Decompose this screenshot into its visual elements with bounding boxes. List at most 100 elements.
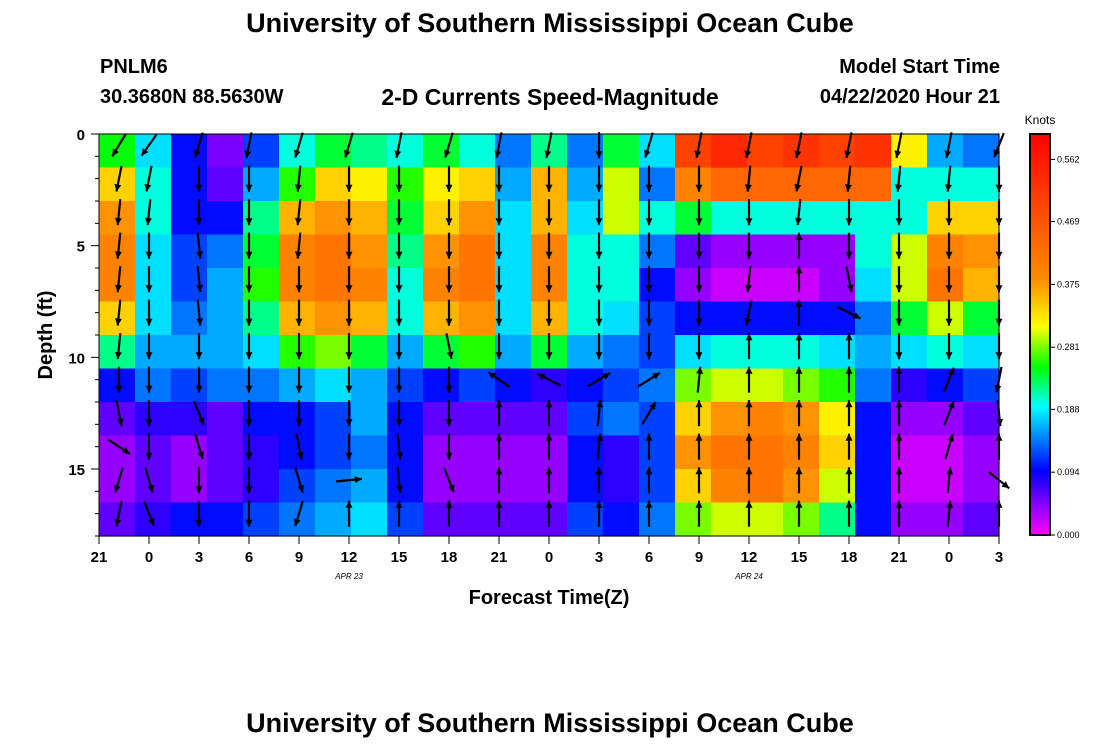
heatmap-cell	[387, 368, 424, 403]
current-vector-head	[396, 452, 404, 460]
x-tick-label: 3	[995, 549, 1003, 566]
heatmap-cell	[603, 301, 640, 336]
current-vector-head	[545, 400, 553, 408]
heatmap-cell	[279, 335, 316, 370]
heatmap-cell	[855, 268, 892, 303]
x-tick-label: 0	[545, 549, 553, 566]
heatmap-cell	[495, 167, 532, 202]
heatmap-cell	[171, 502, 208, 537]
current-vector-head	[495, 467, 503, 475]
current-vector-head	[448, 484, 455, 493]
heatmap-cell	[459, 402, 496, 437]
heatmap-cell	[495, 201, 532, 236]
heatmap-cell	[963, 368, 1000, 403]
current-vector-head	[745, 433, 753, 441]
heatmap-cell	[171, 167, 208, 202]
current-vector-head	[114, 183, 122, 192]
heatmap-cell	[819, 234, 856, 269]
chart-title: University of Southern Mississippi Ocean…	[246, 8, 854, 38]
heatmap-cell	[207, 167, 244, 202]
heatmap-cell	[135, 268, 172, 303]
current-vector-head	[645, 352, 653, 360]
current-vector-head	[495, 218, 503, 226]
heatmap-cell	[855, 435, 892, 470]
current-vector-head	[345, 251, 353, 259]
current-vector-head	[545, 352, 553, 360]
heatmap-cell	[675, 368, 712, 403]
colorbar-tick-label: 0.188	[1057, 404, 1080, 414]
current-vector-head	[595, 500, 603, 508]
current-vector-head	[295, 318, 303, 326]
heatmap-cell	[747, 268, 784, 303]
current-vector-head	[595, 251, 603, 259]
current-vector-head	[948, 401, 955, 409]
heatmap-cell	[747, 234, 784, 269]
heatmap-cell	[315, 402, 352, 437]
current-vector-head	[245, 452, 253, 460]
heatmap-cell	[711, 502, 748, 537]
heatmap-cell	[351, 368, 388, 403]
current-vector-head	[495, 352, 503, 360]
current-vector-head	[495, 433, 503, 441]
heatmap-cell	[711, 134, 748, 169]
current-vector-head	[845, 433, 853, 441]
current-vector-head	[945, 352, 953, 360]
heatmap-cell	[423, 268, 460, 303]
heatmap-cell	[423, 502, 460, 537]
current-vector-head	[394, 150, 402, 158]
y-axis: 0 5 10 15	[68, 127, 100, 537]
current-vector-head	[245, 318, 253, 326]
heatmap-cell	[387, 201, 424, 236]
colorbar-tick-label: 0.375	[1057, 279, 1080, 289]
x-tick-label: 6	[645, 549, 653, 566]
current-vector-head	[445, 385, 453, 393]
current-vector-head	[895, 218, 903, 226]
heatmap-cell	[207, 335, 244, 370]
current-vector-head	[595, 285, 603, 293]
heatmap-cell	[855, 402, 892, 437]
current-vector-head	[114, 518, 122, 527]
current-vector-head	[443, 149, 451, 158]
heatmap-cell	[675, 134, 712, 169]
heatmap-cell	[747, 469, 784, 504]
current-vector-head	[596, 400, 604, 408]
heatmap-cell	[459, 335, 496, 370]
heatmap-cell	[567, 167, 604, 202]
current-vector-head	[745, 500, 753, 508]
current-vector-head	[294, 184, 302, 192]
current-vector-head	[245, 352, 253, 360]
heatmap-cell	[459, 502, 496, 537]
heatmap-cell	[351, 234, 388, 269]
current-vector-head	[145, 419, 153, 427]
heatmap-cell	[351, 301, 388, 336]
current-vector-head	[945, 318, 953, 326]
y-axis-label: Depth (ft)	[35, 291, 57, 380]
current-vector-head	[645, 500, 653, 508]
current-vector-head	[645, 433, 653, 441]
current-vector-head	[244, 150, 252, 158]
current-vector-head	[115, 385, 123, 393]
heatmap-cell	[927, 502, 964, 537]
current-vector-head	[345, 318, 353, 326]
current-vector-head	[645, 218, 653, 226]
current-vector-head	[695, 218, 703, 226]
current-vector-head	[395, 500, 403, 508]
current-vector-head	[695, 251, 703, 259]
current-vector-head	[545, 285, 553, 293]
heatmap-cell	[603, 268, 640, 303]
heatmap-cell	[315, 201, 352, 236]
heatmap-cell	[99, 368, 136, 403]
x-tick-label: 15	[791, 549, 808, 566]
heatmap-cell	[639, 268, 676, 303]
current-vector-head	[445, 251, 453, 259]
current-vector-head	[114, 284, 122, 293]
x-tick-label: 0	[945, 549, 953, 566]
heatmap-cell	[207, 301, 244, 336]
heatmap-cell	[891, 268, 928, 303]
current-vector-head	[195, 184, 203, 192]
current-vector-head	[345, 285, 353, 293]
heatmap-cell	[315, 469, 352, 504]
x-tick-label: 3	[595, 549, 603, 566]
current-vector-head	[795, 400, 803, 408]
heatmap-cell	[891, 301, 928, 336]
